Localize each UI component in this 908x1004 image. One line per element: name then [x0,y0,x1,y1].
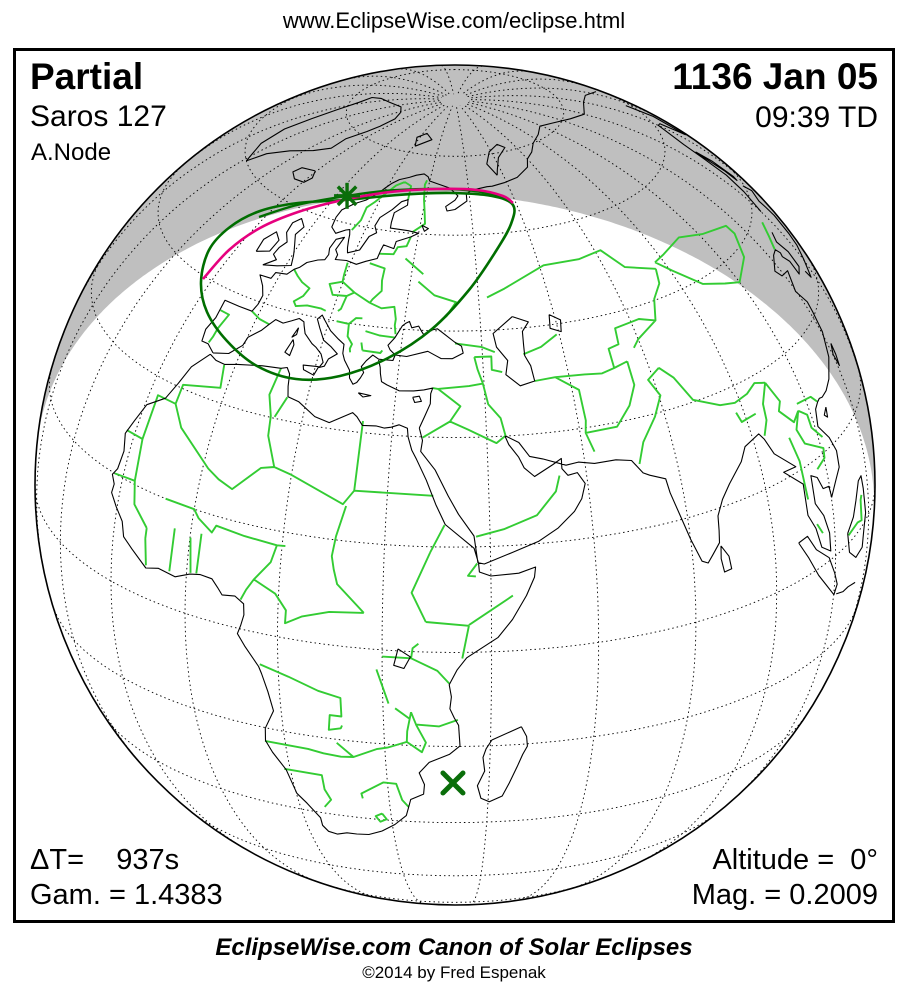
eclipse-type-label: Partial [30,56,144,97]
map-frame [13,48,895,923]
node-label: A.Node [31,139,112,166]
sunrise-sunset-curve [202,187,514,280]
eclipse-time-label: 09:39 TD [755,101,878,134]
coastlines [111,91,867,836]
globe-limb [34,64,876,906]
greatest-eclipse-marker [334,182,361,209]
penumbra-limit-curve [199,191,516,382]
graticule [35,65,875,905]
eclipse-date-label: 1136 Jan 05 [672,56,878,97]
night-shading [36,65,875,522]
magnitude-value: Mag. = 0.2009 [691,879,878,911]
footer-title: EclipseWise.com Canon of Solar Eclipses [215,934,693,961]
altitude-value: Altitude = 0° [712,844,878,876]
footer-credit: ©2014 by Fred Espenak [362,963,546,982]
subsolar-point-marker [440,770,466,796]
gamma-value: Gam. = 1.4383 [30,879,223,911]
country-borders [114,179,863,823]
saros-label: Saros 127 [30,100,167,133]
page-url-caption: www.EclipseWise.com/eclipse.html [282,8,626,33]
delta-t-value: ΔT= 937s [30,844,180,876]
globe [35,65,875,905]
